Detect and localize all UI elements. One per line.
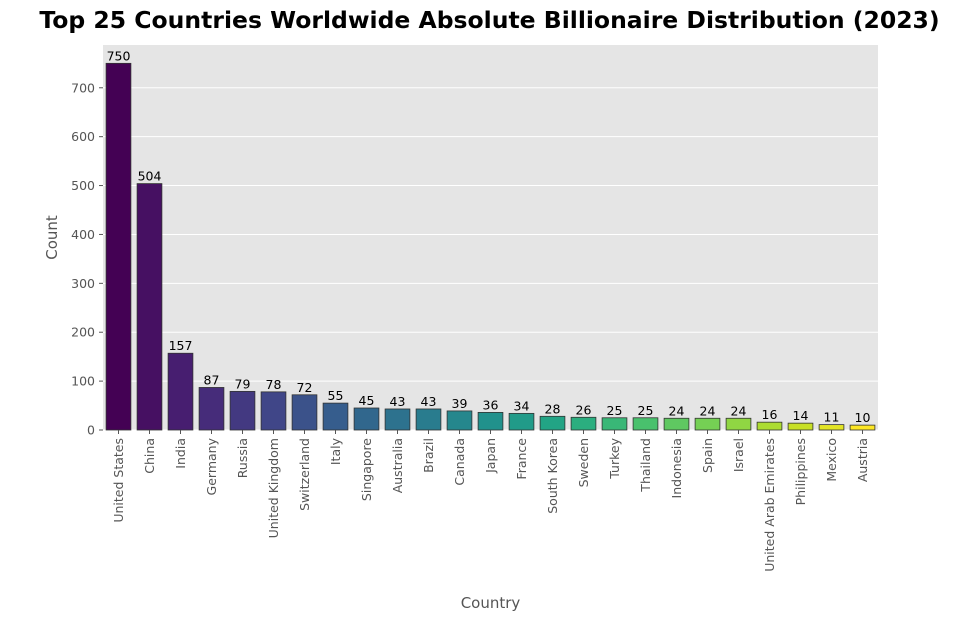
bar — [229, 390, 256, 431]
bar — [322, 402, 349, 431]
bar — [105, 62, 132, 431]
data-labels: 750 504 157 87 79 78 72 55 45 43 43 39 36 34 28 26 25 25 2… — [107, 48, 871, 425]
x-tick-label: France — [514, 438, 529, 480]
bar-value-label: 11 — [824, 410, 840, 425]
bar — [694, 417, 721, 431]
x-tick-label: Germany — [204, 437, 219, 495]
x-axis-title: Country — [461, 594, 521, 612]
bar — [446, 410, 473, 431]
bar-value-label: 79 — [235, 376, 251, 391]
x-tick-label: Indonesia — [669, 438, 684, 498]
bar-value-label: 34 — [514, 398, 530, 413]
bar — [167, 352, 194, 431]
bar-value-label: 45 — [359, 393, 375, 408]
grid-lines — [103, 87, 878, 431]
chart-title: Top 25 Countries Worldwide Absolute Bill… — [39, 6, 940, 34]
bar-value-label: 25 — [607, 403, 623, 418]
bar-value-label: 25 — [638, 403, 654, 418]
x-tick-label: Sweden — [576, 438, 591, 487]
x-tick-label: Japan — [483, 438, 498, 474]
bar-value-label: 36 — [483, 397, 499, 412]
bar-value-label: 87 — [204, 372, 220, 387]
bar — [384, 408, 411, 431]
bar — [632, 417, 659, 431]
bar — [849, 424, 876, 431]
bar-value-label: 24 — [731, 403, 747, 418]
x-tick-label: Switzerland — [297, 438, 312, 511]
x-tick-label: Thailand — [638, 438, 653, 493]
x-tick-label: Singapore — [359, 438, 374, 501]
y-axis-ticks: 0 100 200 300 400 500 600 700 — [71, 80, 103, 438]
bar — [136, 183, 163, 431]
y-axis-title: Count — [43, 215, 61, 260]
bar — [198, 387, 225, 431]
bar-value-label: 43 — [421, 394, 437, 409]
bar — [570, 416, 597, 431]
x-tick-label: Austria — [855, 438, 870, 482]
bar — [415, 408, 442, 431]
x-tick-label: India — [173, 438, 188, 469]
bar — [725, 417, 752, 431]
bar-value-label: 24 — [669, 403, 685, 418]
bar — [539, 415, 566, 431]
x-tick-label: Italy — [328, 437, 343, 465]
x-axis-ticks: United States China India Germany Russia Unit… — [111, 430, 870, 572]
x-tick-label: Canada — [452, 438, 467, 486]
bar-value-label: 157 — [169, 338, 193, 353]
bar — [477, 411, 504, 431]
x-tick-label: Australia — [390, 438, 405, 493]
x-tick-label: Israel — [731, 438, 746, 472]
bar-value-label: 39 — [452, 396, 468, 411]
bar-value-label: 10 — [855, 410, 871, 425]
bar-value-label: 55 — [328, 388, 344, 403]
y-tick-label: 300 — [71, 276, 95, 291]
bar — [756, 421, 783, 431]
bar — [818, 424, 845, 431]
x-tick-label: Philippines — [793, 438, 808, 505]
bar-value-label: 72 — [297, 380, 313, 395]
bar-value-label: 78 — [266, 377, 282, 392]
bar-value-label: 14 — [793, 408, 809, 423]
x-tick-label: South Korea — [545, 438, 560, 514]
bars — [105, 62, 876, 431]
x-tick-label: China — [142, 438, 157, 474]
bar — [601, 417, 628, 431]
bar — [260, 391, 287, 431]
x-tick-label: Mexico — [824, 438, 839, 482]
x-tick-label: United Kingdom — [266, 438, 281, 538]
bar-value-label: 26 — [576, 402, 592, 417]
bar — [353, 407, 380, 431]
x-tick-label: Spain — [700, 438, 715, 473]
x-tick-label: Russia — [235, 438, 250, 478]
x-tick-label: Turkey — [607, 437, 622, 479]
x-tick-label: United States — [111, 438, 126, 523]
plot-area — [103, 45, 878, 430]
y-tick-label: 200 — [71, 325, 95, 340]
x-tick-label: United Arab Emirates — [762, 438, 777, 572]
bar — [508, 412, 535, 431]
y-tick-label: 700 — [71, 80, 95, 95]
x-tick-label: Brazil — [421, 438, 436, 473]
bar — [291, 394, 318, 431]
bar-value-label: 24 — [700, 403, 716, 418]
bar-value-label: 750 — [107, 48, 131, 63]
bar-value-label: 43 — [390, 394, 406, 409]
y-tick-label: 500 — [71, 178, 95, 193]
bar — [787, 422, 814, 431]
y-tick-label: 400 — [71, 227, 95, 242]
y-tick-label: 100 — [71, 374, 95, 389]
bar — [663, 417, 690, 431]
bar-value-label: 28 — [545, 401, 561, 416]
y-tick-label: 0 — [87, 423, 95, 438]
bar-value-label: 504 — [138, 169, 162, 184]
y-tick-label: 600 — [71, 129, 95, 144]
bar-value-label: 16 — [762, 407, 778, 422]
